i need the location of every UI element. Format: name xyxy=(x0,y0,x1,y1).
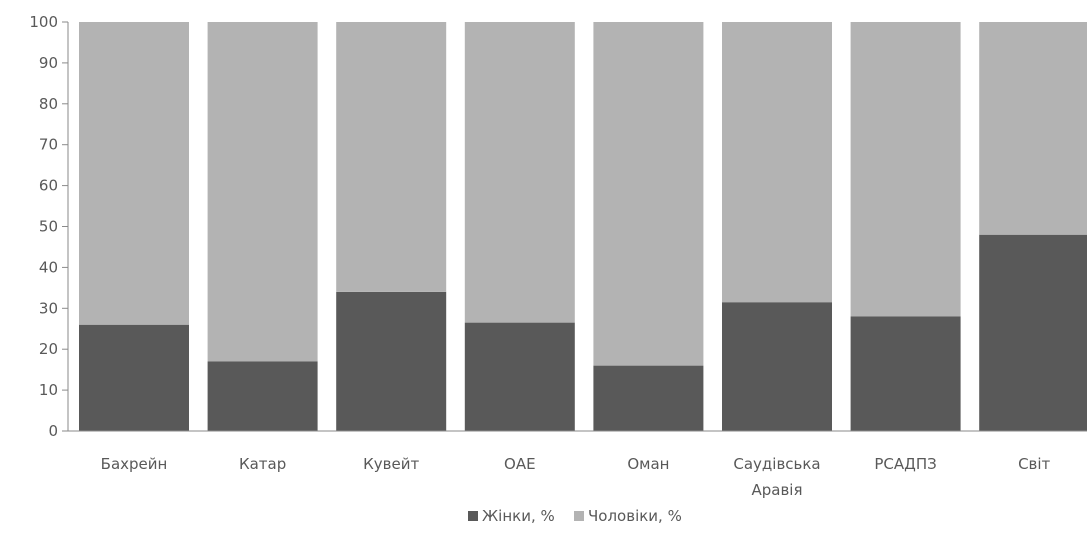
bar-men-2 xyxy=(336,22,447,292)
x-category-label-0: Бахрейн xyxy=(101,455,168,473)
x-category-label-5: Саудівська Аравія xyxy=(733,455,820,499)
y-tick-label-40: 40 xyxy=(39,258,58,276)
bar-men-0 xyxy=(79,22,189,325)
x-category-label-4: Оман xyxy=(627,455,669,473)
bar-women-2 xyxy=(336,291,447,431)
x-category-label-3: ОАЕ xyxy=(504,455,536,473)
y-tick-label-100: 100 xyxy=(29,13,58,31)
bar-women-6 xyxy=(850,316,961,431)
bars-layer xyxy=(79,22,1087,431)
bar-men-4 xyxy=(593,22,704,366)
bar-men-6 xyxy=(850,22,961,317)
bar-women-3 xyxy=(464,322,575,431)
y-tick-label-30: 30 xyxy=(39,299,58,317)
bar-men-1 xyxy=(207,22,318,362)
y-tick-label-10: 10 xyxy=(39,381,58,399)
x-category-label-6: РСАДПЗ xyxy=(874,455,936,473)
x-category-label-1: Катар xyxy=(239,455,286,473)
labels-layer: 0 10 20 30 40 50 60 70 80 90 100 Бахрейн Катар Кувейт… xyxy=(29,13,1050,499)
x-category-label-7: Світ xyxy=(1018,455,1050,473)
y-tick-label-80: 80 xyxy=(39,95,58,113)
axes-layer xyxy=(62,21,1087,432)
x-category-label-2: Кувейт xyxy=(363,455,419,473)
bar-men-3 xyxy=(464,22,575,323)
y-tick-label-70: 70 xyxy=(39,136,58,154)
y-tick-label-50: 50 xyxy=(39,218,58,236)
bar-women-0 xyxy=(79,324,189,431)
bar-women-4 xyxy=(593,365,704,431)
y-tick-label-60: 60 xyxy=(39,177,58,195)
y-tick-label-0: 0 xyxy=(48,422,58,440)
bar-women-5 xyxy=(722,302,832,431)
legend: Жінки, % Чоловіки, % xyxy=(468,507,682,525)
legend-label-women: Жінки, % xyxy=(482,507,555,525)
bar-women-7 xyxy=(979,234,1087,431)
legend-swatch-women xyxy=(468,511,478,521)
legend-swatch-men xyxy=(574,511,584,521)
y-tick-label-20: 20 xyxy=(39,340,58,358)
bar-women-1 xyxy=(207,361,318,431)
legend-label-men: Чоловіки, % xyxy=(588,507,682,525)
bar-men-5 xyxy=(722,22,832,303)
y-tick-label-90: 90 xyxy=(39,54,58,72)
bar-men-7 xyxy=(979,22,1087,235)
